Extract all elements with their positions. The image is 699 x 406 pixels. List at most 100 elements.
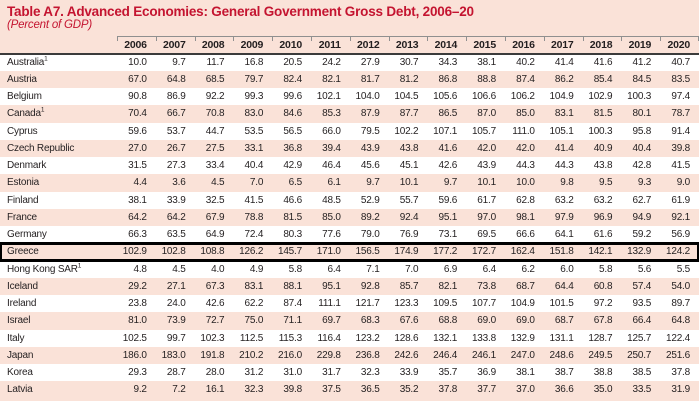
value-cell: 123.3 bbox=[394, 298, 419, 310]
value-cell: 70.4 bbox=[128, 108, 147, 120]
value-cell: 116.4 bbox=[317, 332, 341, 344]
year-header-2017: 2017 bbox=[543, 36, 583, 55]
value-cell: 35.2 bbox=[399, 384, 419, 396]
value-cell: 131.1 bbox=[549, 332, 574, 344]
value-cell: 41.5 bbox=[244, 194, 264, 206]
value-cell: 67.3 bbox=[205, 280, 225, 292]
table-subtitle: (Percent of GDP) bbox=[7, 19, 92, 31]
value-cell: 64.9 bbox=[205, 229, 225, 241]
value-cell: 41.4 bbox=[554, 142, 574, 154]
value-cell: 4.0 bbox=[211, 263, 225, 275]
value-cell: 75.0 bbox=[244, 315, 264, 327]
value-cell: 87.7 bbox=[399, 108, 419, 120]
value-cell: 80.1 bbox=[632, 108, 652, 120]
value-cell: 9.7 bbox=[172, 57, 186, 69]
value-cell: 28.7 bbox=[166, 367, 186, 379]
value-cell: 78.7 bbox=[671, 108, 690, 120]
value-cell: 162.4 bbox=[510, 246, 535, 258]
value-cell: 9.7 bbox=[443, 177, 458, 189]
value-cell: 108.8 bbox=[200, 246, 225, 258]
value-cell: 53.7 bbox=[166, 125, 186, 137]
value-cell: 54.0 bbox=[671, 280, 690, 292]
value-cell: 92.1 bbox=[671, 211, 690, 223]
country-label: Iceland bbox=[7, 280, 38, 292]
value-cell: 87.4 bbox=[516, 73, 535, 85]
value-cell: 216.0 bbox=[277, 349, 302, 361]
value-cell: 42.9 bbox=[283, 160, 302, 172]
value-cell: 59.2 bbox=[632, 229, 652, 241]
value-cell: 87.9 bbox=[360, 108, 380, 120]
value-cell: 70.8 bbox=[205, 108, 225, 120]
value-cell: 81.0 bbox=[128, 315, 147, 327]
value-cell: 128.6 bbox=[394, 332, 419, 344]
value-cell: 249.5 bbox=[588, 349, 613, 361]
value-cell: 81.7 bbox=[360, 73, 380, 85]
value-cell: 43.8 bbox=[399, 142, 419, 154]
value-cell: 10.1 bbox=[399, 177, 419, 189]
value-cell: 43.9 bbox=[360, 142, 380, 154]
value-cell: 91.4 bbox=[671, 125, 690, 137]
value-cell: 174.9 bbox=[394, 246, 419, 258]
value-cell: 45.1 bbox=[399, 160, 419, 172]
table-row-latvia: Latvia 9.2 7.2 16.1 32.3 39.8 37.5 36.5 35.2 37.8… bbox=[0, 381, 699, 398]
value-cell: 59.6 bbox=[438, 194, 458, 206]
value-cell: 73.8 bbox=[477, 280, 496, 292]
value-cell: 62.7 bbox=[632, 194, 652, 206]
value-cell: 88.8 bbox=[477, 73, 496, 85]
value-cell: 37.8 bbox=[671, 367, 690, 379]
table-row-estonia: Estonia 4.4 3.6 4.5 7.0 6.5 6.1 9.7 10.1 9.7 10.1 1… bbox=[0, 174, 699, 191]
value-cell: 16.1 bbox=[205, 384, 225, 396]
value-cell: 85.7 bbox=[399, 280, 419, 292]
value-cell: 32.3 bbox=[244, 384, 264, 396]
value-cell: 5.8 bbox=[599, 263, 613, 275]
value-cell: 35.0 bbox=[593, 384, 613, 396]
value-cell: 186.0 bbox=[122, 349, 147, 361]
value-cell: 9.3 bbox=[637, 177, 652, 189]
value-cell: 104.0 bbox=[355, 91, 380, 103]
value-cell: 29.2 bbox=[128, 280, 147, 292]
value-cell: 6.4 bbox=[327, 263, 341, 275]
value-cell: 88.1 bbox=[283, 280, 302, 292]
year-header-2006: 2006 bbox=[117, 36, 156, 55]
value-cell: 9.0 bbox=[676, 177, 691, 189]
value-cell: 71.1 bbox=[283, 315, 302, 327]
value-cell: 66.0 bbox=[322, 125, 341, 137]
value-cell: 83.1 bbox=[244, 280, 264, 292]
table-row-korea: Korea 29.3 28.7 28.0 31.2 31.0 31.7 32.3 33.9 35.… bbox=[0, 364, 699, 382]
country-label: Austria bbox=[7, 73, 37, 85]
value-cell: 142.1 bbox=[588, 246, 613, 258]
value-cell: 59.6 bbox=[128, 125, 147, 137]
country-label: Greece bbox=[7, 246, 39, 258]
value-cell: 98.1 bbox=[516, 211, 535, 223]
value-cell: 9.7 bbox=[366, 177, 380, 189]
value-cell: 92.4 bbox=[399, 211, 419, 223]
value-cell: 156.5 bbox=[355, 246, 380, 258]
table-row-hong-kong-sar: Hong Kong SAR1 4.8 4.5 4.0 4.9 5.8 6.4 7.1 7.0 6.… bbox=[0, 260, 699, 278]
value-cell: 132.1 bbox=[433, 332, 458, 344]
year-header-2012: 2012 bbox=[349, 36, 389, 55]
value-cell: 29.3 bbox=[128, 367, 147, 379]
value-cell: 133.8 bbox=[471, 332, 496, 344]
country-label: Denmark bbox=[7, 160, 47, 172]
table-row-denmark: Denmark 31.5 27.3 33.4 40.4 42.9 46.4 45.6 45.1 4… bbox=[0, 157, 699, 175]
value-cell: 27.9 bbox=[360, 57, 380, 69]
value-cell: 105.6 bbox=[433, 91, 458, 103]
table-row-canada: Canada1 70.4 66.7 70.8 83.0 84.6 85.3 87.9 87.7 8… bbox=[0, 105, 699, 122]
value-cell: 31.9 bbox=[671, 384, 690, 396]
value-cell: 62.2 bbox=[244, 298, 264, 310]
value-cell: 81.5 bbox=[593, 108, 613, 120]
value-cell: 45.6 bbox=[360, 160, 380, 172]
value-cell: 67.6 bbox=[399, 315, 419, 327]
value-cell: 79.7 bbox=[244, 73, 264, 85]
value-cell: 73.1 bbox=[438, 229, 458, 241]
value-cell: 11.7 bbox=[206, 57, 225, 69]
country-label: Belgium bbox=[7, 91, 42, 103]
value-cell: 36.9 bbox=[477, 367, 496, 379]
value-cell: 93.5 bbox=[632, 298, 652, 310]
value-cell: 151.8 bbox=[549, 246, 574, 258]
value-cell: 4.5 bbox=[211, 177, 225, 189]
value-cell: 85.3 bbox=[322, 108, 341, 120]
value-cell: 61.6 bbox=[593, 229, 613, 241]
value-cell: 111.0 bbox=[512, 125, 535, 137]
value-cell: 121.7 bbox=[355, 298, 380, 310]
